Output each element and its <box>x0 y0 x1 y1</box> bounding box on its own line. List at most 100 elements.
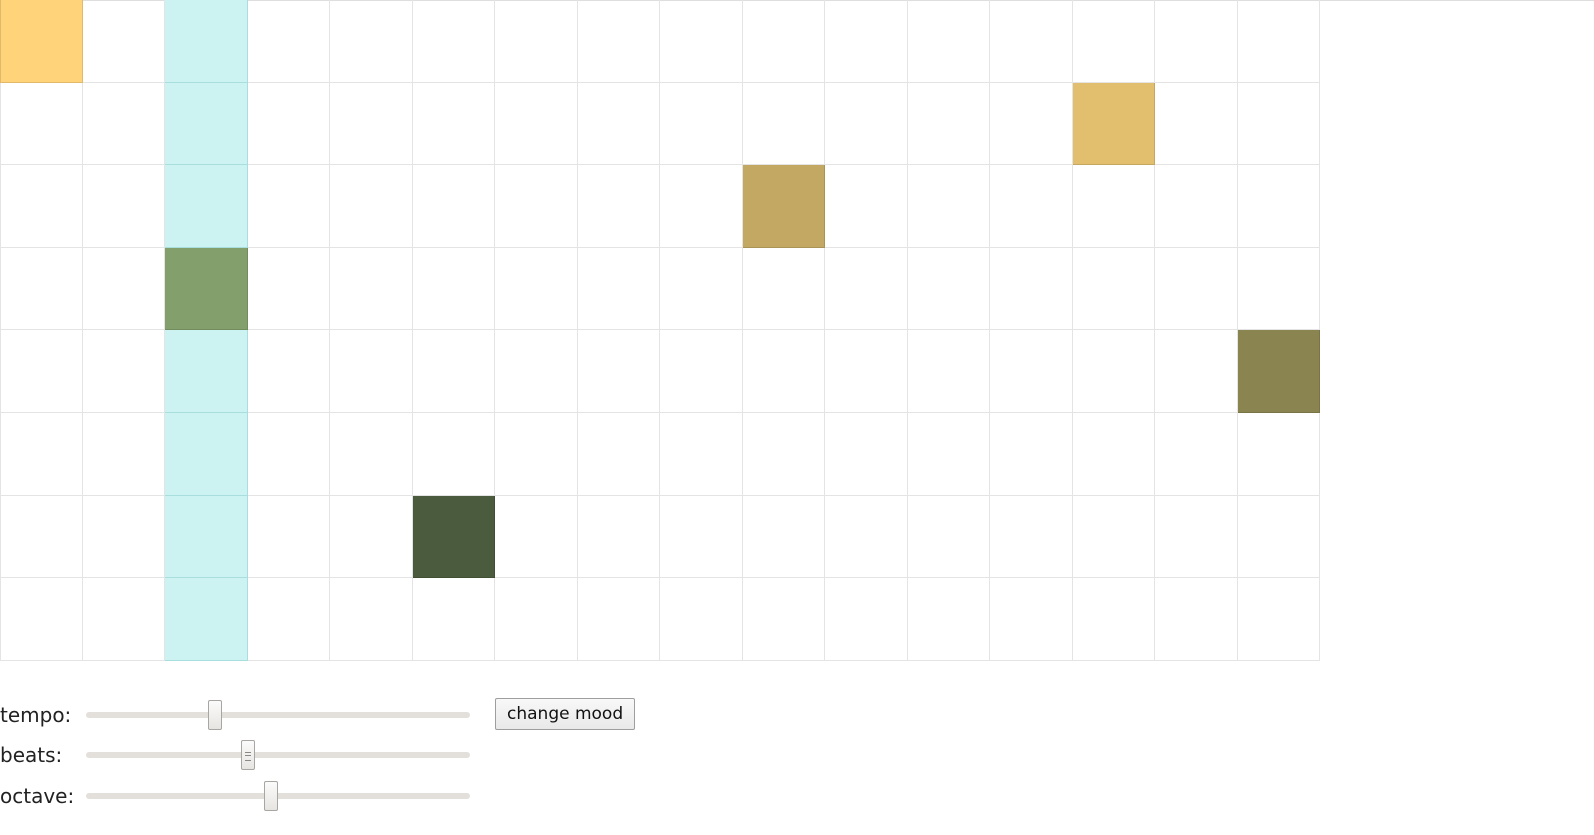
grid-cell[interactable] <box>907 412 990 496</box>
grid-cell-active[interactable] <box>742 165 825 248</box>
grid-cell[interactable] <box>330 330 413 413</box>
grid-cell-active[interactable] <box>1237 330 1320 413</box>
grid-cell[interactable] <box>577 247 660 331</box>
grid-cell[interactable] <box>577 578 660 661</box>
grid-cell-active[interactable] <box>1072 82 1155 166</box>
grid-cell[interactable] <box>990 165 1073 248</box>
grid-cell[interactable] <box>1155 82 1238 166</box>
beats-slider-thumb[interactable] <box>241 740 255 770</box>
grid-cell[interactable] <box>907 247 990 331</box>
grid-cell[interactable] <box>825 82 908 166</box>
grid-cell[interactable] <box>660 578 743 661</box>
grid-cell[interactable] <box>577 82 660 166</box>
grid-cell[interactable] <box>825 165 908 248</box>
grid-cell[interactable] <box>990 412 1073 496</box>
grid-cell-playhead[interactable] <box>165 82 248 166</box>
tempo-slider[interactable] <box>86 700 470 730</box>
grid-cell[interactable] <box>742 495 825 579</box>
grid-cell[interactable] <box>907 495 990 579</box>
grid-cell[interactable] <box>1155 412 1238 496</box>
grid-cell[interactable] <box>495 495 578 579</box>
grid-cell[interactable] <box>330 578 413 661</box>
grid-cell[interactable] <box>412 412 495 496</box>
grid-cell[interactable] <box>495 330 578 413</box>
grid-cell[interactable] <box>660 330 743 413</box>
grid-cell[interactable] <box>990 82 1073 166</box>
grid-cell[interactable] <box>495 412 578 496</box>
grid-cell[interactable] <box>495 247 578 331</box>
grid-cell[interactable] <box>412 247 495 331</box>
grid-cell[interactable] <box>0 412 83 496</box>
grid-cell[interactable] <box>907 578 990 661</box>
grid-cell[interactable] <box>247 247 330 331</box>
grid-cell[interactable] <box>82 0 165 83</box>
grid-cell[interactable] <box>660 247 743 331</box>
octave-slider-thumb[interactable] <box>264 781 278 811</box>
grid-cell[interactable] <box>495 82 578 166</box>
grid-cell[interactable] <box>825 0 908 83</box>
grid-cell[interactable] <box>1072 495 1155 579</box>
grid-cell[interactable] <box>1237 165 1320 248</box>
grid-cell[interactable] <box>990 247 1073 331</box>
grid-cell[interactable] <box>247 82 330 166</box>
grid-cell[interactable] <box>907 0 990 83</box>
grid-cell[interactable] <box>412 0 495 83</box>
grid-cell[interactable] <box>1155 0 1238 83</box>
grid-cell[interactable] <box>1237 82 1320 166</box>
grid-cell[interactable] <box>82 82 165 166</box>
grid-cell[interactable] <box>1072 165 1155 248</box>
tempo-slider-thumb[interactable] <box>208 700 222 730</box>
grid-cell[interactable] <box>495 578 578 661</box>
grid-cell[interactable] <box>990 330 1073 413</box>
grid-cell[interactable] <box>247 0 330 83</box>
grid-cell[interactable] <box>1155 495 1238 579</box>
grid-cell[interactable] <box>577 165 660 248</box>
grid-cell[interactable] <box>82 412 165 496</box>
grid-cell[interactable] <box>577 412 660 496</box>
grid-cell[interactable] <box>330 412 413 496</box>
grid-cell[interactable] <box>0 330 83 413</box>
grid-cell[interactable] <box>495 0 578 83</box>
grid-cell[interactable] <box>577 495 660 579</box>
grid-cell[interactable] <box>825 495 908 579</box>
grid-cell[interactable] <box>742 578 825 661</box>
grid-cell[interactable] <box>247 495 330 579</box>
grid-cell[interactable] <box>1237 247 1320 331</box>
grid-cell[interactable] <box>742 330 825 413</box>
grid-cell[interactable] <box>1155 330 1238 413</box>
grid-cell[interactable] <box>1237 0 1320 83</box>
grid-cell[interactable] <box>82 578 165 661</box>
grid-cell[interactable] <box>1072 412 1155 496</box>
grid-cell[interactable] <box>577 0 660 83</box>
grid-cell[interactable] <box>825 330 908 413</box>
grid-cell-playhead[interactable] <box>165 330 248 413</box>
grid-cell[interactable] <box>742 82 825 166</box>
grid-cell[interactable] <box>1237 578 1320 661</box>
grid-cell[interactable] <box>825 578 908 661</box>
grid-cell[interactable] <box>330 165 413 248</box>
grid-cell[interactable] <box>660 495 743 579</box>
grid-cell[interactable] <box>330 495 413 579</box>
grid-cell[interactable] <box>0 495 83 579</box>
grid-cell[interactable] <box>247 330 330 413</box>
grid-cell-active[interactable] <box>412 495 495 579</box>
grid-cell[interactable] <box>1155 165 1238 248</box>
grid-cell-active[interactable] <box>165 247 248 331</box>
grid-cell[interactable] <box>82 495 165 579</box>
grid-cell[interactable] <box>330 0 413 83</box>
grid-cell[interactable] <box>0 82 83 166</box>
grid-cell[interactable] <box>495 165 578 248</box>
grid-cell[interactable] <box>330 82 413 166</box>
grid-cell[interactable] <box>82 247 165 331</box>
grid-cell[interactable] <box>990 578 1073 661</box>
grid-cell[interactable] <box>825 247 908 331</box>
grid-cell[interactable] <box>742 412 825 496</box>
grid-cell[interactable] <box>907 82 990 166</box>
grid-cell[interactable] <box>1072 330 1155 413</box>
grid-cell[interactable] <box>907 165 990 248</box>
grid-cell[interactable] <box>0 165 83 248</box>
grid-cell[interactable] <box>0 578 83 661</box>
grid-cell[interactable] <box>742 247 825 331</box>
grid-cell-active[interactable] <box>0 0 83 83</box>
grid-cell[interactable] <box>660 412 743 496</box>
